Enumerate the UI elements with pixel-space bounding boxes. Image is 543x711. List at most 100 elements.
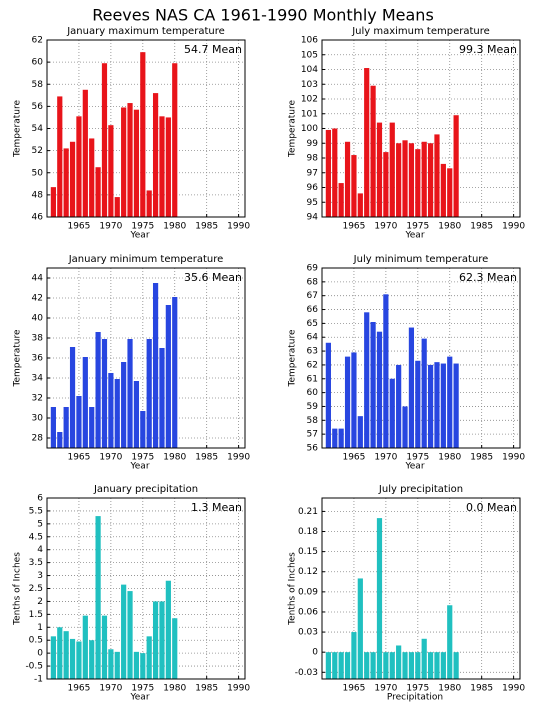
bar: [121, 584, 127, 679]
bar: [338, 183, 344, 217]
bar: [89, 640, 95, 679]
bar: [434, 652, 440, 679]
y-tick-label: 0: [312, 648, 318, 658]
bar: [364, 68, 370, 218]
bar: [121, 107, 127, 217]
y-tick-label: 68: [307, 277, 319, 287]
annotation: 1.3 Mean: [191, 501, 242, 514]
y-tick-label: 46: [32, 213, 44, 223]
bar: [325, 342, 331, 448]
bar: [440, 363, 446, 448]
y-tick-label: 96: [307, 183, 319, 193]
bar: [396, 645, 402, 679]
x-axis-label: Year: [129, 462, 149, 472]
x-tick-label: 1965: [342, 453, 365, 463]
x-tick-label: 1985: [195, 453, 218, 463]
y-tick-label: 101: [301, 109, 318, 119]
y-tick-label: 54: [32, 124, 44, 134]
y-tick-label: 58: [307, 416, 319, 426]
bar: [50, 636, 56, 679]
y-tick-label: 60: [32, 58, 44, 68]
bar: [172, 297, 178, 448]
y-tick-label: 48: [32, 190, 44, 200]
bar: [344, 652, 351, 679]
y-tick-label: 62: [307, 360, 318, 370]
x-tick-label: 1975: [131, 453, 154, 463]
y-tick-label: -0.03: [295, 668, 318, 678]
x-tick-label: 1975: [131, 222, 154, 232]
bar: [76, 396, 82, 448]
y-tick-label: 60: [307, 388, 319, 398]
y-tick-label: 2.5: [29, 584, 43, 594]
bar: [159, 348, 165, 448]
x-tick-label: 1965: [342, 222, 365, 232]
bar: [146, 636, 152, 679]
x-tick-label: 1990: [502, 453, 525, 463]
bar: [57, 96, 63, 217]
y-tick-label: 4: [37, 545, 43, 555]
plot-frame: [46, 497, 246, 680]
y-tick-label: 66: [307, 305, 319, 315]
y-tick-label: 102: [301, 95, 318, 105]
y-tick-label: 59: [307, 402, 319, 412]
annotation: 62.3 Mean: [459, 271, 517, 284]
annotation: 99.3 Mean: [459, 43, 517, 56]
plot-frame: [321, 497, 521, 680]
y-tick-label: 44: [32, 274, 44, 284]
y-tick-label: 3.5: [29, 558, 43, 568]
bar: [127, 103, 133, 217]
bar: [421, 638, 427, 679]
plot-frame: [321, 39, 521, 218]
y-tick-label: 67: [307, 291, 318, 301]
y-tick-label: 94: [307, 213, 319, 223]
x-tick-label: 1970: [99, 222, 122, 232]
y-axis-label: Temperature: [288, 329, 298, 387]
y-tick-label: -1: [34, 675, 43, 685]
x-tick-label: 1985: [470, 222, 493, 232]
y-tick-label: 40: [32, 314, 44, 324]
y-tick-label: 58: [32, 80, 44, 90]
figure-title: Reeves NAS CA 1961-1990 Monthly Means: [92, 6, 434, 25]
x-tick-label: 1970: [374, 222, 397, 232]
y-tick-label: 5: [37, 519, 43, 529]
bar: [453, 363, 459, 448]
x-tick-label: 1965: [67, 222, 90, 232]
bar: [146, 339, 152, 448]
x-tick-label: 1985: [470, 684, 493, 694]
bar: [140, 411, 146, 448]
bar: [133, 651, 140, 679]
y-tick-label: 0.18: [298, 527, 318, 537]
bar: [453, 115, 459, 217]
plot-frame: [321, 267, 521, 449]
x-tick-label: 1965: [342, 684, 365, 694]
bar: [402, 140, 408, 217]
bar: [146, 190, 152, 217]
x-tick-label: 1990: [502, 684, 525, 694]
bar: [447, 356, 453, 448]
bar: [325, 129, 331, 217]
y-tick-label: 0.12: [298, 567, 318, 577]
annotation: 54.7 Mean: [184, 43, 242, 56]
bar: [165, 117, 171, 217]
bar: [351, 352, 357, 448]
y-tick-label: -0.5: [25, 662, 43, 672]
bar: [63, 631, 69, 679]
bar: [408, 652, 415, 679]
bar: [57, 432, 63, 448]
y-tick-label: 34: [32, 374, 44, 384]
y-axis-label: Temperature: [288, 100, 298, 158]
bar: [415, 149, 421, 217]
bar: [370, 652, 376, 679]
bar: [172, 618, 178, 679]
bar: [402, 652, 408, 679]
bar: [357, 416, 363, 448]
bar: [69, 638, 76, 679]
bar: [50, 407, 56, 448]
bar: [95, 332, 101, 448]
bar: [159, 601, 165, 679]
y-tick-label: 5.5: [29, 506, 43, 516]
bar: [332, 652, 338, 679]
bar: [440, 652, 446, 679]
bar: [389, 122, 395, 217]
